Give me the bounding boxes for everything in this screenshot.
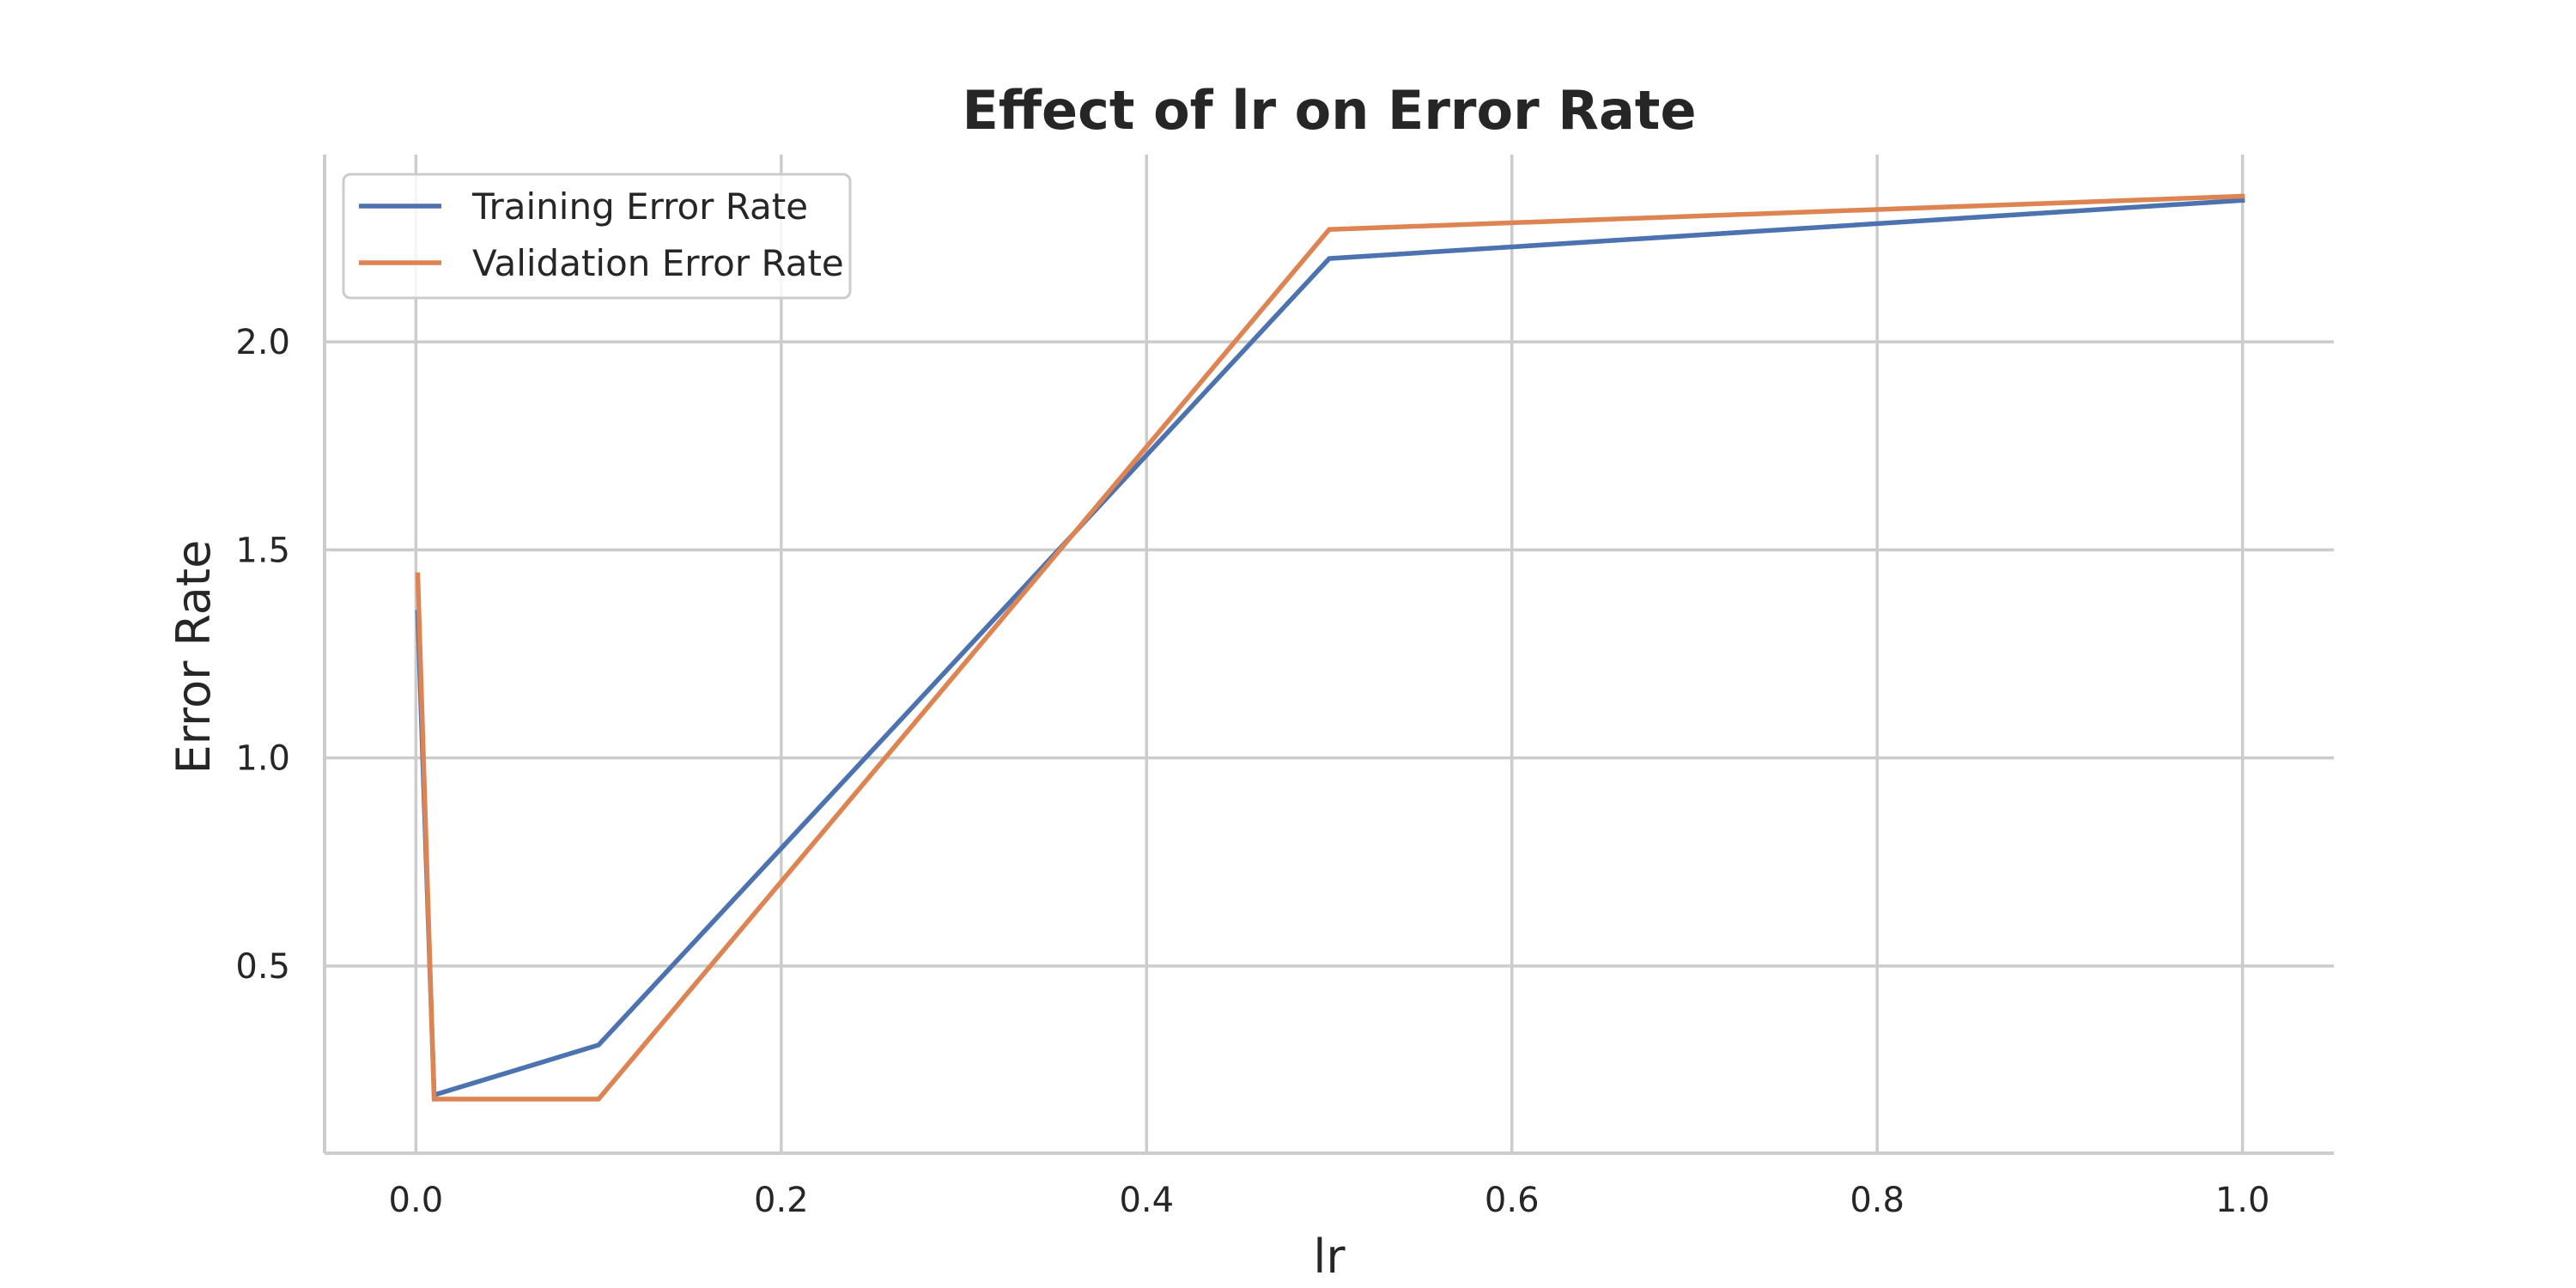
y-tick-label: 2.0 [235, 323, 290, 362]
legend-label: Validation Error Rate [472, 242, 844, 284]
x-tick-label: 0.0 [389, 1181, 444, 1220]
y-tick-label: 1.0 [235, 739, 290, 779]
x-tick-label: 1.0 [2215, 1181, 2270, 1220]
legend: Training Error Rate Validation Error Rate [342, 173, 852, 300]
grid [325, 155, 2334, 1153]
axes-spines [323, 155, 2334, 1155]
series-line-validation [415, 193, 2245, 1102]
y-tick-label: 0.5 [235, 947, 290, 987]
y-axis-label: Error Rate [167, 540, 221, 775]
x-axis-label: lr [1313, 1230, 1346, 1284]
tick-labels: 0.0 0.2 0.4 0.6 0.8 1.0 0.5 1.0 1.5 2.0 [235, 323, 2269, 1220]
x-tick-label: 0.8 [1850, 1181, 1905, 1220]
chart-title: Effect of lr on Error Rate [962, 79, 1696, 142]
x-tick-label: 0.6 [1485, 1181, 1540, 1220]
x-tick-label: 0.2 [754, 1181, 809, 1220]
x-tick-label: 0.4 [1119, 1181, 1174, 1220]
legend-box [342, 173, 852, 300]
legend-label: Training Error Rate [471, 185, 808, 228]
y-tick-label: 1.5 [235, 531, 290, 570]
series-lines [415, 193, 2245, 1102]
series-line-training [415, 197, 2245, 1098]
